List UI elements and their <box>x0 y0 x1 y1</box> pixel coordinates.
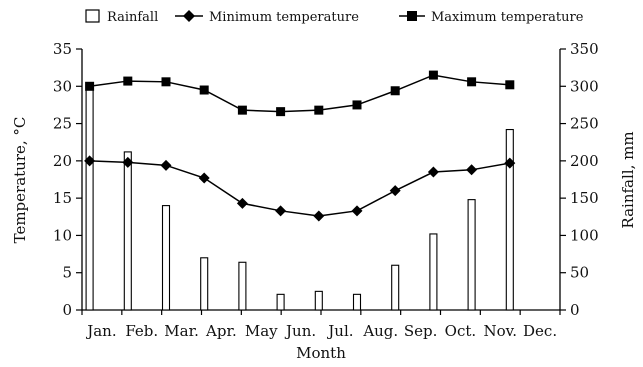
max-temp-marker-6 <box>314 105 324 115</box>
left-y-tick-label-7: 35 <box>53 40 72 58</box>
min-temp-marker-10 <box>466 164 478 176</box>
left-y-tick-label-0: 0 <box>62 301 72 319</box>
legend-min-temp-label: Minimum temperature <box>209 10 359 25</box>
right-y-tick-label-2: 100 <box>570 226 599 244</box>
legend-min-temp-marker <box>183 10 195 22</box>
legend-max-temp-marker <box>407 11 417 21</box>
min-temp-marker-6 <box>313 210 325 222</box>
x-axis-title: Month <box>296 344 346 362</box>
x-tick-label-5: Jun. <box>284 322 316 340</box>
x-tick-label-1: Feb. <box>125 322 158 340</box>
right-y-tick-label-5: 250 <box>570 115 599 133</box>
rainfall-bar-9 <box>429 233 438 311</box>
max-temp-marker-11 <box>505 80 515 90</box>
left-y-tick-label-2: 10 <box>53 226 72 244</box>
min-temp-marker-3 <box>198 172 210 184</box>
right-y-tick-label-7: 350 <box>570 40 599 58</box>
x-ticks: Jan. Feb. Mar. Apr. May Jun. Jul. Aug. Sep. Oct. N… <box>81 310 561 340</box>
max-temp-marker-7 <box>352 100 362 110</box>
rainfall-bar-5 <box>276 293 285 311</box>
right-y-tick-label-3: 150 <box>570 189 599 207</box>
x-tick-label-0: Jan. <box>85 322 116 340</box>
max-temp-marker-10 <box>467 77 477 87</box>
min-temp-line <box>89 160 510 217</box>
x-tick-label-6: Jul. <box>326 322 353 340</box>
axes <box>81 49 561 311</box>
max-temp-marker-8 <box>390 86 400 96</box>
left-y-tick-label-4: 20 <box>53 152 72 170</box>
max-temp-marker-9 <box>428 70 438 80</box>
rainfall-bar-1 <box>123 151 132 311</box>
min-temp-marker-11 <box>504 157 516 169</box>
rainfall-bar-2 <box>161 205 171 311</box>
x-tick-label-8: Sep. <box>404 322 438 340</box>
max-temp-line <box>89 74 510 113</box>
rainfall-bar-6 <box>314 290 323 311</box>
x-tick-label-9: Oct. <box>445 322 477 340</box>
right-y-ticks: 0 50 100 150 200 250 300 350 <box>560 40 599 319</box>
max-temp-marker-3 <box>199 85 209 95</box>
rainfall-bar-7 <box>352 293 362 311</box>
right-y-tick-label-4: 200 <box>570 152 599 170</box>
max-temp-marker-4 <box>237 105 247 115</box>
max-temp-marker-1 <box>123 76 133 86</box>
left-y-axis-title: Temperature, °C <box>11 117 29 244</box>
min-temp-marker-4 <box>236 197 248 209</box>
min-temp-marker-2 <box>160 159 172 171</box>
rainfall-bar-0 <box>85 85 94 311</box>
min-temp-marker-8 <box>389 185 401 197</box>
x-tick-label-7: Aug. <box>362 322 398 340</box>
legend-rainfall-swatch <box>85 9 100 23</box>
max-temp-marker-0 <box>85 81 95 91</box>
x-tick-label-2: Mar. <box>164 322 199 340</box>
rainfall-bar-8 <box>391 264 400 311</box>
left-y-tick-label-3: 15 <box>53 189 72 207</box>
rainfall-bar-4 <box>238 261 247 311</box>
legend-rainfall-label: Rainfall <box>107 10 158 25</box>
right-y-tick-label-1: 50 <box>570 264 589 282</box>
rainfall-bar-3 <box>200 257 209 311</box>
left-y-tick-label-6: 30 <box>53 77 72 95</box>
x-tick-label-4: May <box>245 322 278 340</box>
min-temp-marker-1 <box>122 156 134 168</box>
max-temp-marker-5 <box>276 107 286 117</box>
rainfall-bar-10 <box>467 199 476 311</box>
min-temp-marker-5 <box>275 205 287 217</box>
min-temp-marker-9 <box>427 166 439 178</box>
x-tick-label-11: Dec. <box>523 322 557 340</box>
x-tick-label-10: Nov. <box>483 322 517 340</box>
rainfall-bars <box>85 85 514 311</box>
min-temp-marker-7 <box>351 205 363 217</box>
right-y-tick-label-0: 0 <box>570 301 580 319</box>
right-y-axis-title: Rainfall, mm <box>619 131 637 228</box>
x-tick-label-3: Apr. <box>205 322 237 340</box>
rainfall-bar-11 <box>505 128 514 311</box>
max-temp-marker-2 <box>161 77 171 87</box>
legend: Rainfall Minimum temperature Maximum tem… <box>85 9 584 25</box>
min-temp-marker-0 <box>84 155 96 167</box>
right-y-tick-label-6: 300 <box>570 77 599 95</box>
left-y-ticks: 0 5 10 15 20 25 30 35 <box>53 40 82 319</box>
left-y-tick-label-5: 25 <box>53 115 72 133</box>
temperature-lines <box>84 70 516 222</box>
legend-max-temp-label: Maximum temperature <box>431 10 584 25</box>
left-y-tick-label-1: 5 <box>62 264 72 282</box>
